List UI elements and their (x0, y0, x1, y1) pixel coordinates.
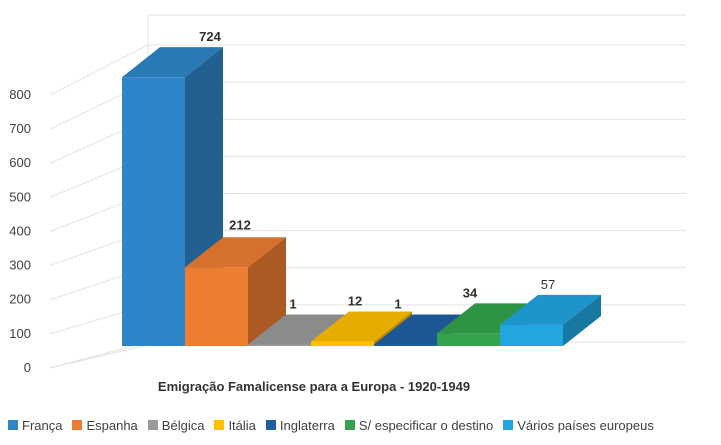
legend-item: Vários países europeus (503, 418, 654, 433)
data-label: 724 (199, 29, 221, 44)
legend-swatch (265, 420, 276, 430)
bar (185, 237, 286, 346)
legend: França Espanha Bélgica Itália Inglaterra S/ e… (8, 414, 720, 436)
bar-front (311, 341, 374, 346)
bar-side (563, 294, 601, 346)
bar (500, 294, 601, 346)
legend-item: França (8, 418, 62, 433)
legend-swatch (344, 420, 355, 430)
legend-label: França (22, 417, 63, 433)
bar-top (248, 314, 349, 345)
y-tick-label: 100 (9, 326, 31, 341)
y-tick-label: 400 (9, 223, 31, 238)
legend-item: Inglaterra (265, 417, 335, 433)
legend-swatch (503, 420, 514, 430)
legend-label: Inglaterra (279, 417, 335, 433)
legend-label: S/ especificar o destino (358, 417, 494, 433)
bar-front (122, 77, 185, 346)
legend-item: S/ especificar o destino (344, 417, 494, 433)
data-label: 12 (348, 294, 362, 309)
y-tick-label: 800 (9, 87, 31, 102)
legend-swatch (214, 420, 225, 430)
legend-item: Espanha (72, 417, 138, 433)
bar-top (437, 303, 538, 334)
bars (122, 47, 601, 346)
y-tick-label: 600 (9, 155, 31, 170)
bar-top (185, 237, 286, 268)
legend-swatch (8, 420, 18, 430)
bar-front (374, 344, 437, 346)
floor-edge (49, 344, 149, 369)
bar-side (248, 237, 286, 346)
y-tick-label: 0 (24, 360, 31, 375)
bar-front (248, 344, 311, 346)
legend-label: Itália (228, 417, 256, 433)
data-label: 57 (541, 277, 555, 292)
y-tick-label: 200 (9, 292, 31, 307)
legend-label: Bélgica (161, 417, 205, 433)
data-label: 1 (289, 297, 296, 312)
data-label: 34 (463, 285, 478, 300)
y-tick-label: 700 (9, 121, 31, 136)
legend-item: Bélgica (147, 417, 205, 433)
legend-swatch (147, 420, 158, 430)
data-labels: 724 212 1 12 1 34 57 (199, 29, 555, 311)
legend-item: Itália (214, 417, 256, 433)
legend-label: Vários países europeus (517, 417, 654, 433)
bar-top (122, 47, 223, 78)
bar-top (311, 311, 412, 342)
y-tick-label: 300 (9, 258, 31, 273)
y-axis-tick-labels: 0 100 200 300 400 500 600 700 800 (9, 87, 31, 375)
data-label: 1 (394, 297, 401, 312)
data-label: 212 (229, 217, 251, 232)
bar-front (185, 267, 248, 346)
bar-front (437, 333, 500, 346)
bar-top (374, 314, 475, 345)
gridline-diagonal (49, 44, 149, 96)
bar-top (500, 294, 601, 325)
y-tick-label: 500 (9, 189, 31, 204)
x-axis-title: Emigração Famalicense para a Europa - 19… (158, 379, 470, 394)
bar-front (500, 324, 563, 346)
legend-label: Espanha (86, 417, 138, 433)
legend-swatch (72, 420, 83, 430)
